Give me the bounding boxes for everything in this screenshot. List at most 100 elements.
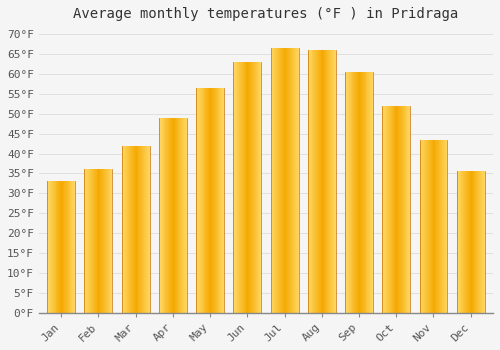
- Bar: [54, 181, 56, 313]
- Bar: [444, 140, 446, 313]
- Bar: [249, 62, 250, 313]
- Bar: [92, 169, 93, 313]
- Bar: [127, 146, 128, 313]
- Bar: [439, 140, 440, 313]
- Bar: [383, 106, 384, 313]
- Bar: [354, 72, 356, 313]
- Bar: [258, 62, 260, 313]
- Bar: [162, 118, 164, 313]
- Bar: [210, 88, 211, 313]
- Bar: [322, 50, 324, 313]
- Bar: [326, 50, 328, 313]
- Bar: [359, 72, 360, 313]
- Bar: [196, 88, 197, 313]
- Bar: [334, 50, 335, 313]
- Bar: [141, 146, 142, 313]
- Bar: [255, 62, 256, 313]
- Bar: [293, 48, 294, 313]
- Bar: [310, 50, 312, 313]
- Bar: [286, 48, 288, 313]
- Bar: [102, 169, 103, 313]
- Bar: [222, 88, 223, 313]
- Bar: [128, 146, 129, 313]
- Bar: [173, 118, 174, 313]
- Bar: [384, 106, 385, 313]
- Bar: [440, 140, 441, 313]
- Bar: [399, 106, 400, 313]
- Bar: [142, 146, 143, 313]
- Bar: [216, 88, 218, 313]
- Bar: [469, 172, 470, 313]
- Bar: [180, 118, 181, 313]
- Bar: [214, 88, 216, 313]
- Bar: [480, 172, 481, 313]
- Bar: [248, 62, 249, 313]
- Bar: [201, 88, 202, 313]
- Bar: [98, 169, 100, 313]
- Bar: [330, 50, 331, 313]
- Bar: [74, 181, 75, 313]
- Bar: [442, 140, 443, 313]
- Bar: [348, 72, 349, 313]
- Bar: [129, 146, 130, 313]
- Bar: [143, 146, 144, 313]
- Bar: [402, 106, 403, 313]
- Bar: [170, 118, 171, 313]
- Bar: [107, 169, 108, 313]
- Bar: [387, 106, 388, 313]
- Bar: [164, 118, 166, 313]
- Bar: [186, 118, 187, 313]
- Bar: [185, 118, 186, 313]
- Bar: [235, 62, 236, 313]
- Bar: [104, 169, 105, 313]
- Bar: [457, 172, 458, 313]
- Bar: [238, 62, 239, 313]
- Bar: [396, 106, 397, 313]
- Bar: [130, 146, 131, 313]
- Bar: [272, 48, 274, 313]
- Bar: [362, 72, 364, 313]
- Bar: [458, 172, 460, 313]
- Bar: [460, 172, 462, 313]
- Bar: [404, 106, 406, 313]
- Bar: [432, 140, 434, 313]
- Bar: [428, 140, 429, 313]
- Bar: [425, 140, 426, 313]
- Bar: [178, 118, 180, 313]
- Bar: [138, 146, 140, 313]
- Bar: [423, 140, 424, 313]
- Bar: [254, 62, 255, 313]
- Bar: [466, 172, 467, 313]
- Bar: [403, 106, 404, 313]
- Bar: [73, 181, 74, 313]
- Bar: [347, 72, 348, 313]
- Bar: [86, 169, 87, 313]
- Bar: [209, 88, 210, 313]
- Bar: [284, 48, 286, 313]
- Bar: [197, 88, 198, 313]
- Bar: [390, 106, 392, 313]
- Bar: [72, 181, 73, 313]
- Bar: [289, 48, 290, 313]
- Bar: [386, 106, 387, 313]
- Bar: [296, 48, 298, 313]
- Bar: [240, 62, 241, 313]
- Bar: [388, 106, 389, 313]
- Bar: [408, 106, 410, 313]
- Bar: [252, 62, 253, 313]
- Bar: [70, 181, 72, 313]
- Bar: [90, 169, 91, 313]
- Bar: [331, 50, 332, 313]
- Bar: [49, 181, 50, 313]
- Bar: [278, 48, 279, 313]
- Bar: [350, 72, 352, 313]
- Bar: [357, 72, 358, 313]
- Bar: [223, 88, 224, 313]
- Bar: [58, 181, 59, 313]
- Bar: [361, 72, 362, 313]
- Bar: [96, 169, 98, 313]
- Bar: [345, 72, 346, 313]
- Bar: [483, 172, 484, 313]
- Bar: [88, 169, 89, 313]
- Bar: [103, 169, 104, 313]
